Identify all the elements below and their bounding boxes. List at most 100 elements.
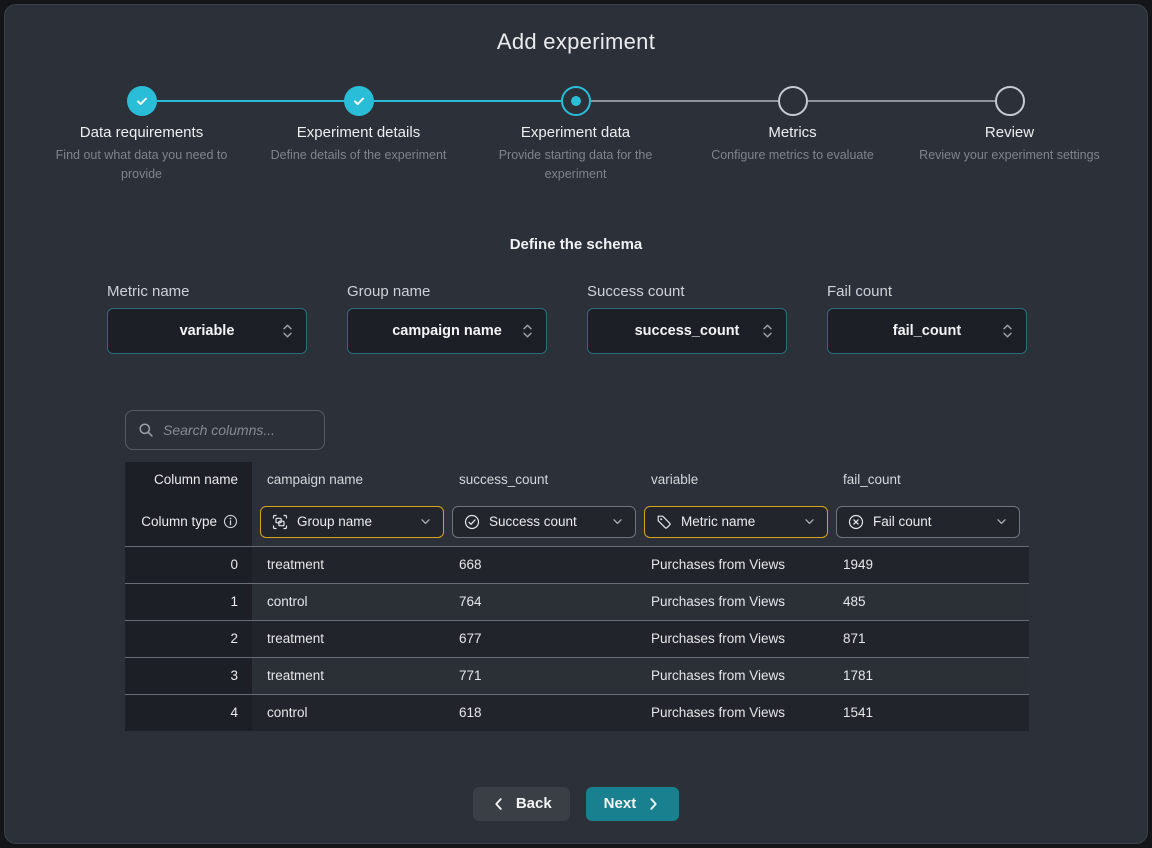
select-value: campaign name (392, 322, 502, 339)
back-button[interactable]: Back (472, 786, 570, 821)
next-button-label: Next (603, 795, 637, 812)
stepper-step-experiment-details: Experiment details Define details of the… (250, 85, 467, 184)
column-header: campaign name (267, 472, 364, 487)
table-cell: 1781 (828, 657, 1029, 694)
column-name-label: Column name (125, 461, 252, 498)
type-cell: Fail count (828, 498, 1029, 546)
wizard-footer: Back Next (5, 786, 1147, 821)
stepper-connector (250, 100, 344, 102)
table-cell: 485 (828, 583, 1029, 620)
check-icon (353, 97, 364, 105)
field-label: Group name (347, 282, 431, 300)
table-cell: Purchases from Views (636, 657, 828, 694)
field-label: Success count (587, 282, 685, 300)
step-circle[interactable] (994, 86, 1025, 116)
stepper-connector (807, 100, 901, 102)
chevron-down-icon (421, 519, 430, 525)
column-type-select-group-name[interactable]: Group name (260, 505, 444, 538)
type-cell: Group name (252, 498, 444, 546)
type-cell: Success count (444, 498, 636, 546)
schema-heading: Define the schema (509, 235, 643, 253)
stepper-step-experiment-data: Experiment data Provide starting data fo… (467, 85, 684, 184)
field-fail-count: Fail count fail_count (827, 283, 1027, 354)
chevron-updown-icon (1003, 324, 1012, 337)
column-header: success_count (459, 472, 549, 487)
column-type-label-cell: Column type (125, 497, 252, 546)
table-cell: Purchases from Views (636, 694, 828, 731)
chevron-updown-icon (523, 324, 532, 337)
stepper-connector (901, 100, 995, 102)
table-cell: Purchases from Views (636, 620, 828, 657)
chevron-down-icon (997, 519, 1006, 525)
chevron-down-icon (805, 519, 814, 525)
chevron-down-icon (613, 519, 622, 525)
search-columns-box (125, 409, 325, 450)
row-index: 2 (125, 620, 252, 657)
stepper-step-review: Review Review your experiment settings (901, 85, 1118, 184)
chevron-right-icon (650, 797, 657, 810)
table-cell: 677 (444, 620, 636, 657)
add-experiment-modal: Add experiment Data requirements Find ou… (4, 4, 1148, 844)
row-index: 1 (125, 583, 252, 620)
x-circle-icon (848, 514, 864, 529)
step-circle[interactable] (777, 86, 808, 116)
table-cell: 1949 (828, 546, 1029, 583)
field-label: Metric name (107, 282, 190, 300)
success-count-select[interactable]: success_count (587, 307, 787, 354)
column-type-select-fail-count[interactable]: Fail count (836, 505, 1020, 538)
stepper-connector (467, 100, 561, 102)
stepper-connector (590, 100, 684, 102)
back-button-label: Back (515, 795, 552, 812)
stepper-step-data-requirements: Data requirements Find out what data you… (33, 85, 250, 184)
stepper: Data requirements Find out what data you… (33, 85, 1119, 184)
column-type-select-success-count[interactable]: Success count (452, 505, 636, 538)
table-row: 1 control 764 Purchases from Views 485 (125, 582, 1029, 620)
step-circle[interactable] (343, 86, 374, 116)
check-circle-icon (464, 514, 480, 529)
schema-fields: Metric name variable Group name campaign… (107, 283, 1147, 354)
step-description: Define details of the experiment (270, 148, 447, 162)
search-input[interactable] (163, 421, 312, 438)
field-group-name: Group name campaign name (347, 283, 547, 354)
column-header: variable (651, 472, 699, 487)
column-header: fail_count (843, 472, 901, 487)
table-cell: control (252, 694, 444, 731)
step-label: Experiment details (296, 124, 421, 141)
field-metric-name: Metric name variable (107, 283, 307, 354)
fail-count-select[interactable]: fail_count (827, 307, 1027, 354)
table-cell: treatment (252, 657, 444, 694)
column-type-select-metric-name[interactable]: Metric name (644, 505, 828, 538)
table-cell: Purchases from Views (636, 546, 828, 583)
next-button[interactable]: Next (585, 786, 680, 821)
object-group-icon (272, 514, 288, 529)
table-cell: 668 (444, 546, 636, 583)
table-row: 3 treatment 771 Purchases from Views 178… (125, 656, 1029, 694)
select-value: variable (179, 322, 235, 339)
step-label: Data requirements (79, 124, 204, 141)
step-description: Provide starting data for the experiment (498, 148, 653, 181)
table-row: 4 control 618 Purchases from Views 1541 (125, 693, 1029, 731)
column-type-label: Column type (141, 514, 217, 529)
table-cell: 764 (444, 583, 636, 620)
column-type-row: Column type Group name Success count (125, 497, 1029, 546)
page-title: Add experiment (496, 29, 656, 54)
field-label: Fail count (827, 282, 893, 300)
table-cell: control (252, 583, 444, 620)
row-index: 4 (125, 694, 252, 731)
group-name-select[interactable]: campaign name (347, 307, 547, 354)
select-value: success_count (634, 322, 740, 339)
column-type-value: Group name (297, 514, 373, 529)
table-row: 2 treatment 677 Purchases from Views 871 (125, 619, 1029, 657)
step-description: Review your experiment settings (919, 148, 1100, 162)
select-value: fail_count (892, 322, 962, 339)
info-icon[interactable] (223, 514, 238, 529)
metric-name-select[interactable]: variable (107, 307, 307, 354)
tag-icon (657, 515, 671, 529)
step-description: Configure metrics to evaluate (711, 148, 874, 162)
field-success-count: Success count success_count (587, 283, 787, 354)
table-cell: 871 (828, 620, 1029, 657)
column-type-value: Metric name (681, 514, 756, 529)
step-circle[interactable] (126, 86, 157, 116)
table-cell: treatment (252, 620, 444, 657)
step-circle[interactable] (560, 86, 591, 116)
